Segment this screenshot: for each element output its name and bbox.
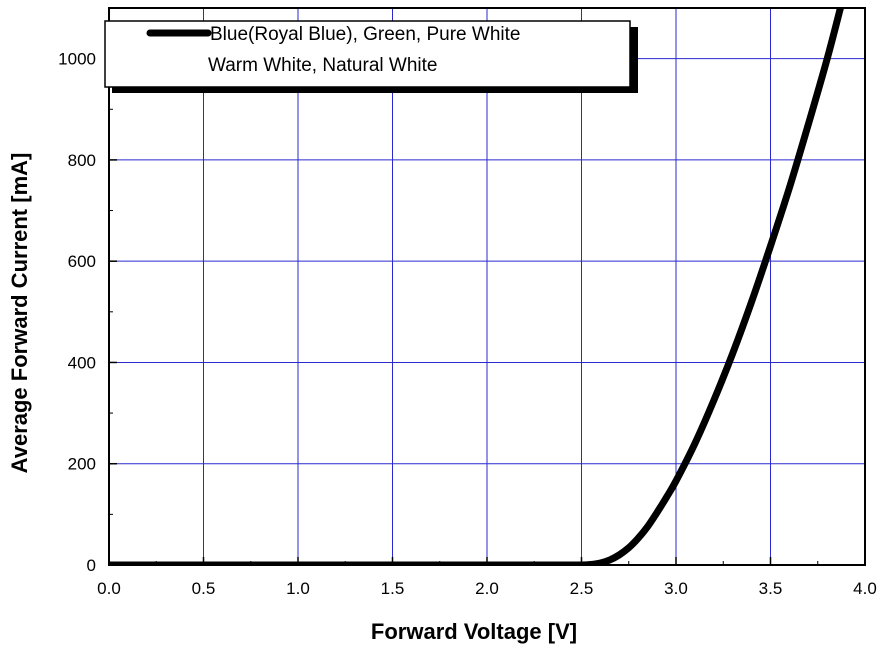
x-tick-label: 1.5 xyxy=(381,579,405,598)
y-tick-label: 600 xyxy=(68,252,96,271)
y-tick-label: 800 xyxy=(68,151,96,170)
y-tick-label: 400 xyxy=(68,353,96,372)
x-tick-label: 2.5 xyxy=(570,579,594,598)
y-axis-title: Average Forward Current [mA] xyxy=(7,153,32,474)
plot-frame xyxy=(108,7,866,566)
x-tick-label: 0.0 xyxy=(97,579,121,598)
tick-labels: 0.0 0.5 1.0 1.5 2.0 2.5 3.0 3.5 4.0 0 200 400 600 800… xyxy=(58,50,877,598)
x-axis-title: Forward Voltage [V] xyxy=(371,619,577,644)
y-tick-label: 0 xyxy=(87,556,96,575)
x-tick-label: 3.5 xyxy=(759,579,783,598)
y-tick-label: 200 xyxy=(68,455,96,474)
x-tick-label: 1.0 xyxy=(286,579,310,598)
x-tick-label: 4.0 xyxy=(853,579,877,598)
series-line xyxy=(109,8,844,565)
y-tick-label: 1000 xyxy=(58,50,96,69)
legend-label-line-2: Warm White, Natural White xyxy=(208,55,437,76)
legend: Blue(Royal Blue), Green, Pure White Warm… xyxy=(104,20,638,93)
x-tick-label: 2.0 xyxy=(475,579,499,598)
series-layer xyxy=(109,8,844,565)
x-tick-label: 0.5 xyxy=(192,579,216,598)
x-tick-label: 3.0 xyxy=(664,579,688,598)
legend-label-line-1: Blue(Royal Blue), Green, Pure White xyxy=(210,24,520,45)
